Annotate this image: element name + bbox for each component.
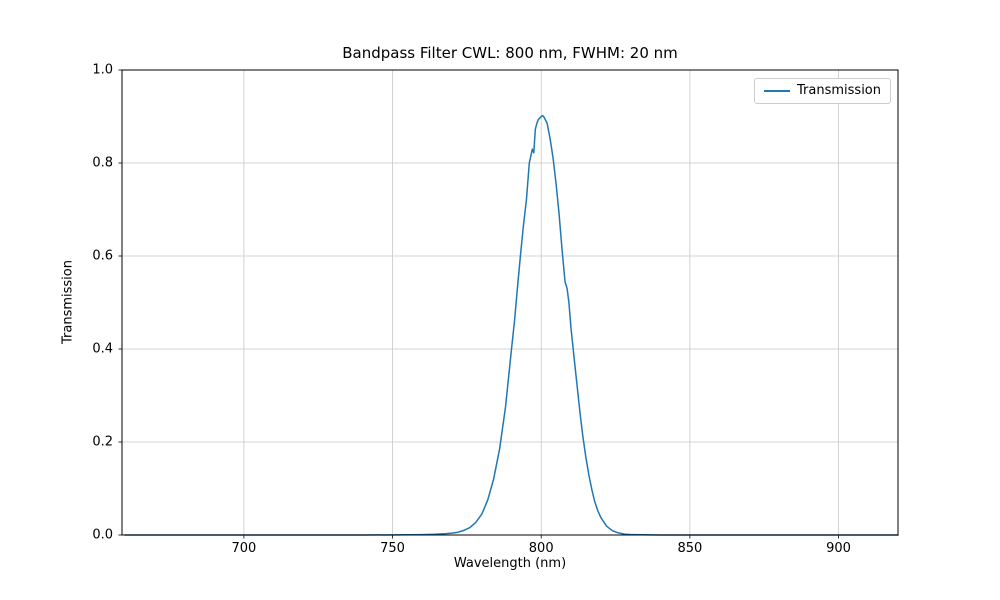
y-tick-label: 0.6 [92,248,113,264]
y-tick-label: 0.0 [92,527,113,543]
y-tick-label: 0.8 [92,155,113,171]
x-tick-label: 850 [677,541,703,556]
y-tick-label: 0.4 [92,341,113,357]
y-axis-label: Transmission [60,260,76,344]
legend: Transmission [754,78,891,104]
x-tick-label: 750 [380,541,405,556]
chart-title: Bandpass Filter CWL: 800 nm, FWHM: 20 nm [342,44,678,62]
legend-line-sample [764,89,791,92]
legend-label: Transmission [797,83,881,98]
x-tick-label: 900 [826,541,851,556]
transmission-curve-plot [118,69,899,539]
x-tick-label: 800 [528,541,554,556]
y-tick-label: 0.2 [92,434,113,450]
x-tick-label: 700 [231,541,257,556]
y-tick-label: 1.0 [92,62,113,78]
plot-area: Transmission [118,69,899,539]
x-axis-label: Wavelength (nm) [453,556,567,571]
